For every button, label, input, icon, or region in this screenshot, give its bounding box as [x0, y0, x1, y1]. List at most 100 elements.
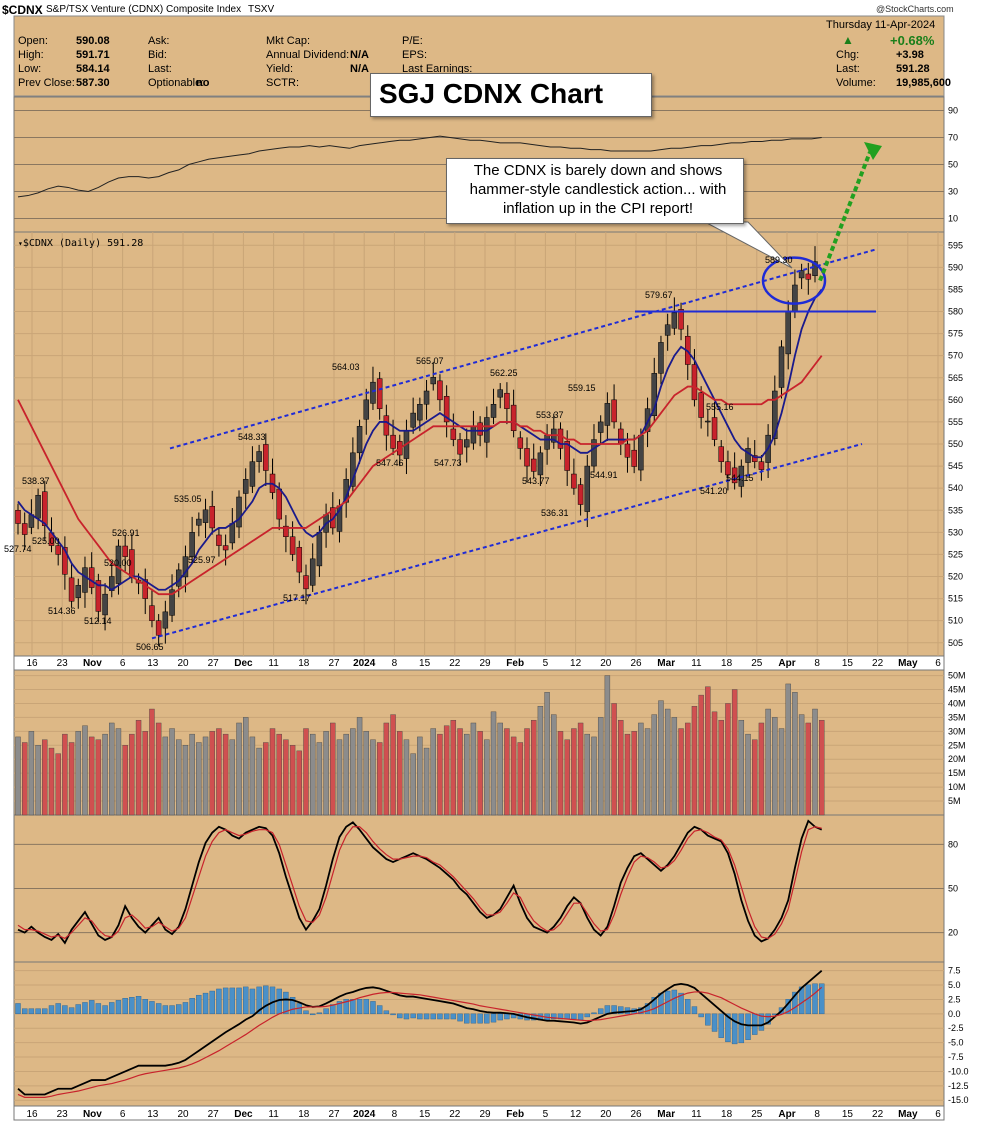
macd-histogram-bar [651, 997, 657, 1015]
candle [437, 374, 443, 411]
sma-long-line [17, 355, 823, 596]
candle [443, 385, 450, 438]
volume-bar [664, 708, 671, 816]
candle [678, 302, 684, 341]
volume-bar [631, 731, 637, 816]
candle [510, 389, 517, 438]
vol-y-tick: 5M [948, 796, 961, 806]
candle-body [711, 417, 718, 440]
candle-body [229, 523, 236, 544]
volume-bar [417, 736, 423, 816]
volume-bar [55, 753, 61, 816]
macd-histogram-bar [356, 999, 363, 1015]
candle [651, 357, 658, 423]
volume-bar [303, 728, 309, 816]
date-tick-label: 8 [814, 658, 820, 669]
macd-histogram-bar [725, 1013, 731, 1043]
candle-body [196, 518, 202, 526]
macd-histogram-bar [189, 998, 195, 1015]
candle [370, 366, 376, 410]
volume-bar [497, 722, 503, 816]
date-tick-label: 11 [268, 658, 279, 669]
macd-histogram-bar [611, 1005, 617, 1015]
price-annotation: 536.31 [541, 508, 569, 518]
candle [169, 574, 175, 622]
candle-body [75, 585, 82, 598]
volume-bar [537, 706, 544, 816]
macd-histogram-bar [705, 1013, 711, 1026]
candle [363, 388, 370, 435]
date-tick-label: 16 [26, 658, 38, 669]
lower-channel-line [151, 443, 863, 640]
stat-label: Low: [18, 63, 42, 75]
macd-histogram-bar [691, 1006, 698, 1015]
volume-bar [805, 722, 812, 816]
volume-bar [122, 745, 128, 816]
date-tick-label-bottom: 5 [543, 1109, 549, 1120]
date-tick-label: 25 [751, 658, 763, 669]
volume-bar [745, 733, 751, 816]
macd-histogram-bar [263, 985, 269, 1015]
macd-y-tick: -12.5 [948, 1081, 969, 1091]
macd-histogram-bar [162, 1005, 169, 1015]
price-annotation: 548.33 [238, 432, 266, 442]
volume-bar [75, 731, 81, 816]
macd-histogram-bar [149, 1001, 155, 1015]
rs-y-tick: 50 [948, 160, 958, 170]
macd-histogram-bar [176, 1004, 182, 1015]
vol-y-tick: 15M [948, 768, 966, 778]
volume-bar [202, 736, 209, 816]
macd-histogram-bar [142, 999, 148, 1015]
volume-bar [464, 733, 470, 816]
macd-histogram-bar [303, 1010, 309, 1015]
date-tick-label: 23 [57, 658, 69, 669]
volume-bar [685, 722, 691, 816]
macd-histogram-bar [109, 1002, 115, 1015]
date-tick-label: Nov [83, 658, 102, 669]
volume-bar [718, 719, 724, 816]
date-tick-label: 13 [147, 658, 159, 669]
candle-body [718, 446, 724, 462]
candle-body [216, 534, 222, 546]
candle-body [504, 392, 510, 409]
macd-histogram-bar [745, 1013, 751, 1040]
macd-histogram-bar [323, 1008, 329, 1015]
macd-histogram-bar [390, 1013, 396, 1016]
candle-body [202, 509, 209, 523]
volume-bar [42, 739, 48, 816]
date-tick-label-bottom: Dec [234, 1109, 253, 1120]
price-annotation: 547.73 [434, 458, 462, 468]
date-tick-label-bottom: 12 [570, 1109, 582, 1120]
candle-body [584, 465, 591, 512]
date-tick-label-bottom: 8 [392, 1109, 398, 1120]
candle-body [189, 532, 195, 557]
date-tick-label: 22 [872, 658, 884, 669]
macd-histogram-bar [62, 1005, 68, 1015]
price-y-tick: 595 [948, 240, 963, 250]
volume-bar [256, 747, 262, 816]
volume-bar [15, 736, 21, 816]
volume-bar [403, 739, 410, 816]
projection-arrow [818, 151, 872, 282]
candle-body [242, 479, 249, 494]
candle-body [470, 426, 477, 444]
volume-bar [531, 719, 537, 816]
candle-body [450, 428, 457, 440]
candle [571, 458, 577, 495]
volume-bar [316, 742, 323, 816]
candle [705, 409, 711, 437]
volume-bar [376, 742, 383, 816]
volume-bar [477, 731, 483, 816]
candle-body [88, 567, 95, 588]
candle-body [303, 575, 309, 590]
candle [557, 422, 564, 460]
rs-line [17, 135, 822, 198]
candle-body [457, 439, 463, 455]
macd-histogram-bar [222, 987, 229, 1015]
volume-bar [671, 717, 678, 816]
price-annotation: 562.25 [490, 368, 518, 378]
candle-body [497, 389, 503, 398]
candle-body [591, 439, 597, 467]
price-y-tick: 555 [948, 417, 963, 427]
macd-histogram-bar [685, 999, 691, 1015]
